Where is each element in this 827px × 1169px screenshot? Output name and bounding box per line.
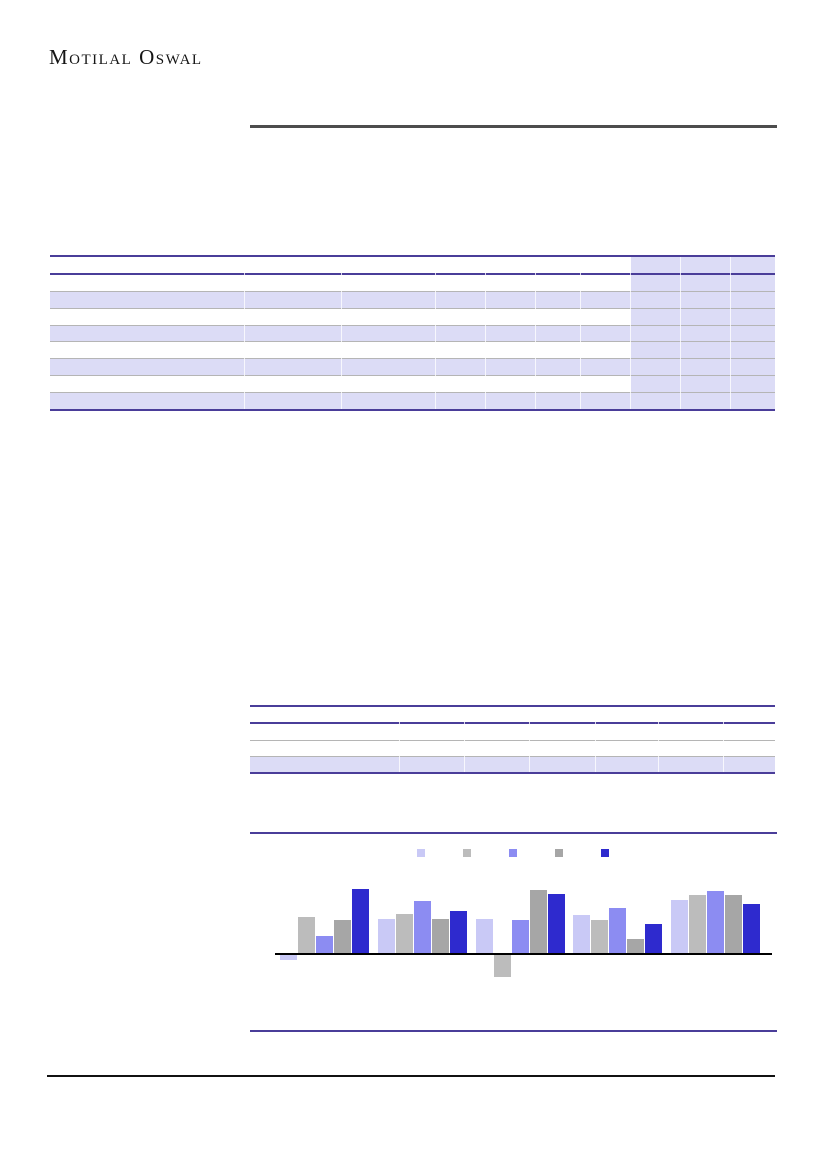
chart-bar [432, 919, 449, 953]
financials-table [50, 255, 775, 411]
chart-legend [417, 849, 609, 857]
summary-table [250, 705, 775, 774]
table-row [50, 275, 775, 292]
column-divider [658, 707, 659, 772]
x-axis-line [275, 953, 772, 955]
column-divider [595, 707, 596, 772]
chart-bar [609, 908, 626, 953]
chart-bar [573, 915, 590, 953]
chart-bar [450, 911, 467, 953]
table-row [250, 756, 775, 772]
chart-bar [548, 894, 565, 953]
chart-bar [316, 936, 333, 953]
legend-swatch [463, 849, 471, 857]
chart-bar [707, 891, 724, 953]
table-row [50, 359, 775, 377]
legend-swatch [417, 849, 425, 857]
table-row [250, 707, 775, 725]
bar-chart [250, 834, 777, 1030]
chart-bar [298, 917, 315, 953]
table-row [50, 257, 775, 275]
table-row [50, 291, 775, 309]
chart-bar [671, 900, 688, 953]
header-rule [250, 125, 777, 128]
chart-section [250, 832, 777, 1032]
footer-rule [47, 1075, 775, 1077]
chart-bar [334, 920, 351, 953]
column-divider [580, 257, 581, 409]
table-row [50, 393, 775, 410]
column-divider [399, 707, 400, 772]
chart-bar [725, 895, 742, 953]
column-divider [630, 257, 631, 409]
column-divider [730, 257, 731, 409]
table-row [250, 724, 775, 741]
chart-bar [378, 919, 395, 953]
column-divider [464, 707, 465, 772]
chart-bar [494, 955, 511, 977]
column-divider [341, 257, 342, 409]
table-row [50, 309, 775, 326]
chart-bar [414, 901, 431, 953]
legend-swatch [509, 849, 517, 857]
chart-bar [396, 914, 413, 953]
chart-bar [280, 955, 297, 960]
table-row [50, 325, 775, 343]
table-row [50, 342, 775, 360]
table-row [50, 376, 775, 394]
chart-bar [743, 904, 760, 953]
chart-bar [530, 890, 547, 953]
table-row [250, 741, 775, 757]
chart-bar [352, 889, 369, 953]
column-divider [244, 257, 245, 409]
column-divider [535, 257, 536, 409]
legend-swatch [555, 849, 563, 857]
column-divider [723, 707, 724, 772]
chart-bar [627, 939, 644, 953]
chart-bar [689, 895, 706, 953]
chart-bar [476, 919, 493, 953]
column-divider [435, 257, 436, 409]
column-divider [680, 257, 681, 409]
legend-swatch [601, 849, 609, 857]
brand-logo: Motilal Oswal [49, 45, 203, 69]
chart-bar [512, 920, 529, 953]
chart-bar [591, 920, 608, 953]
chart-bar [645, 924, 662, 953]
column-divider [529, 707, 530, 772]
column-divider [485, 257, 486, 409]
